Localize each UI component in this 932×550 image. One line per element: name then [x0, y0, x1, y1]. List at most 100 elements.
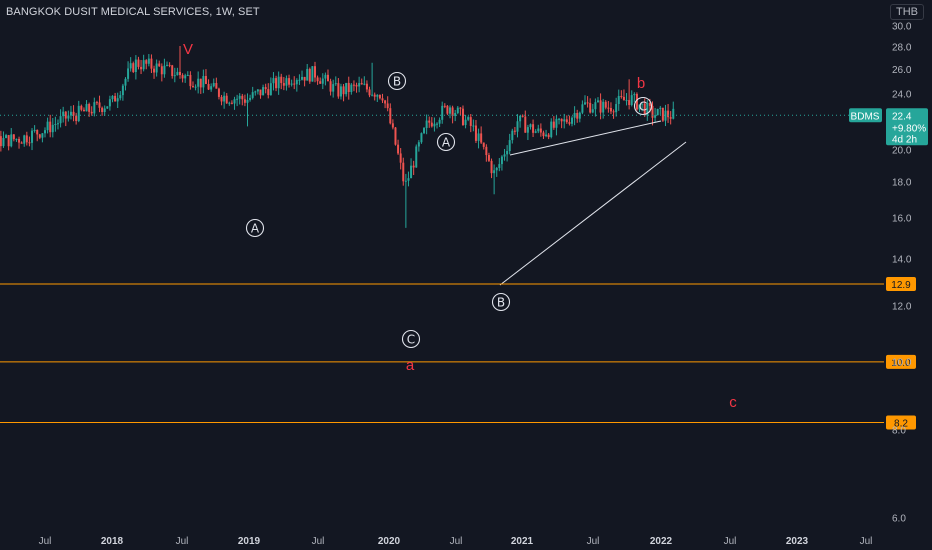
candle-body [648, 102, 651, 106]
candle-body [443, 105, 446, 107]
level-tag-bg [886, 276, 916, 291]
candle-body [516, 121, 519, 132]
candle-body [464, 119, 467, 126]
candle-body [638, 104, 641, 110]
candle-body [410, 165, 413, 179]
candle-body [217, 88, 220, 97]
candle-body [568, 122, 571, 124]
candle-body [254, 91, 257, 93]
candle-body [111, 95, 114, 100]
time-axis[interactable]: Jul 2018 Jul 2019 Jul 2020 Jul 2021 Jul 2022 Jul 20… [39, 536, 873, 547]
candle-body [578, 112, 581, 119]
y-tick-label: 14.0 [892, 254, 912, 265]
candle-body [545, 134, 548, 137]
wave-degree-label-c: c [729, 394, 737, 411]
candle-body [565, 119, 568, 123]
candle-body [275, 78, 278, 89]
candle-body [584, 102, 586, 105]
candle-body [163, 65, 166, 75]
price-tag-countdown: 4d 2h [892, 134, 917, 145]
candle-body [641, 103, 644, 105]
x-tick-label: Jul [587, 536, 600, 547]
candle-body [246, 99, 249, 103]
candle-body [550, 121, 553, 138]
candle-body [173, 75, 176, 77]
candle-body [129, 63, 132, 69]
candle-body [615, 104, 618, 113]
candle-body [485, 146, 488, 156]
candle-body [311, 66, 314, 82]
candle-body [98, 102, 101, 108]
candle-body [547, 134, 550, 138]
candle-body [350, 84, 353, 93]
candle-body [612, 111, 615, 113]
candle-body [425, 120, 428, 129]
candle-body [41, 133, 44, 138]
price-tag-symbol: BDMS [851, 111, 880, 122]
candle-body [552, 121, 555, 128]
candle-body [503, 154, 506, 157]
wave-label-c: C [407, 333, 415, 347]
candle-body [602, 101, 605, 113]
candle-body [303, 76, 306, 81]
candle-body [669, 117, 672, 119]
candle-body [51, 124, 54, 133]
candle-body [207, 83, 210, 90]
candle-body [215, 83, 218, 89]
candle-body [352, 84, 355, 86]
candle-body [197, 78, 200, 87]
candle-body [376, 94, 379, 97]
wave-label-c: C [639, 100, 647, 114]
level-tag-label: 10.0 [891, 358, 911, 369]
y-tick-label: 8.0 [892, 426, 906, 437]
candle-body [49, 121, 52, 133]
candle-body [487, 155, 490, 161]
candle-body [241, 95, 244, 100]
candle-body [342, 86, 345, 95]
candle-body [373, 94, 376, 97]
candle-body [423, 128, 426, 134]
y-tick-label: 12.0 [892, 302, 912, 313]
candle-body [259, 89, 262, 96]
wave-label-circle [401, 329, 421, 349]
candle-body [25, 135, 28, 143]
x-tick-label: 2022 [650, 536, 673, 547]
candle-body [69, 111, 72, 116]
candle-body [147, 58, 150, 64]
candle-body [243, 99, 246, 103]
x-tick-label: 2018 [101, 536, 124, 547]
currency-badge[interactable]: THB [890, 4, 924, 20]
candle-body [282, 83, 285, 86]
wave-degree-label-a: a [406, 357, 415, 374]
candle-body [121, 85, 124, 96]
candle-body [589, 102, 592, 113]
candle-body [155, 63, 158, 73]
candle-body [508, 140, 511, 152]
candle-body [223, 95, 226, 102]
horizontal-levels[interactable]: 12.9 10.0 8.2 [0, 276, 916, 430]
candle-body [7, 135, 10, 147]
candle-body [314, 66, 316, 78]
candle-body [498, 164, 501, 168]
candle-body [368, 89, 371, 96]
candle-body [576, 113, 579, 119]
candle-body [12, 134, 15, 140]
candle-body [500, 156, 503, 165]
wave-degree-label-b: b [637, 75, 645, 92]
y-tick-label: 26.0 [892, 65, 912, 76]
candle-body [532, 124, 535, 133]
candle-body [555, 118, 558, 128]
candle-body [617, 96, 620, 105]
candle-body [596, 100, 599, 103]
wedge-upper-line [509, 120, 662, 156]
candle-body [607, 107, 610, 109]
candle-body [586, 102, 589, 104]
chart-title: BANGKOK DUSIT MEDICAL SERVICES, 1W, SET [6, 6, 260, 18]
wave-label-circle [387, 71, 407, 91]
candle-body [202, 76, 205, 88]
candle-body [101, 107, 104, 113]
price-axis[interactable]: 6.08.010.012.014.016.018.020.022.024.026… [892, 22, 912, 525]
candle-body [534, 131, 537, 133]
candle-body [490, 160, 493, 174]
